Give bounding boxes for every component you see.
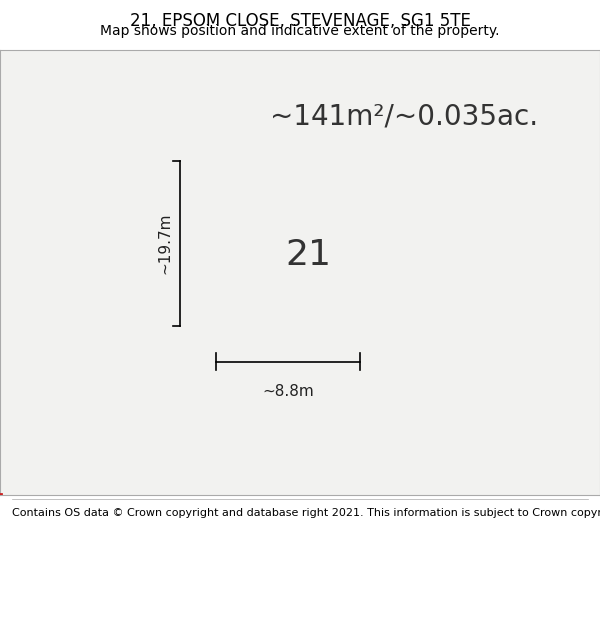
- Text: Map shows position and indicative extent of the property.: Map shows position and indicative extent…: [100, 24, 500, 38]
- Text: 21, EPSOM CLOSE, STEVENAGE, SG1 5TE: 21, EPSOM CLOSE, STEVENAGE, SG1 5TE: [130, 12, 470, 31]
- Text: 21: 21: [285, 238, 331, 272]
- Text: ~19.7m: ~19.7m: [157, 213, 173, 274]
- Text: Contains OS data © Crown copyright and database right 2021. This information is : Contains OS data © Crown copyright and d…: [12, 508, 600, 518]
- Text: ~8.8m: ~8.8m: [262, 384, 314, 399]
- Text: ~141m²/~0.035ac.: ~141m²/~0.035ac.: [270, 102, 538, 131]
